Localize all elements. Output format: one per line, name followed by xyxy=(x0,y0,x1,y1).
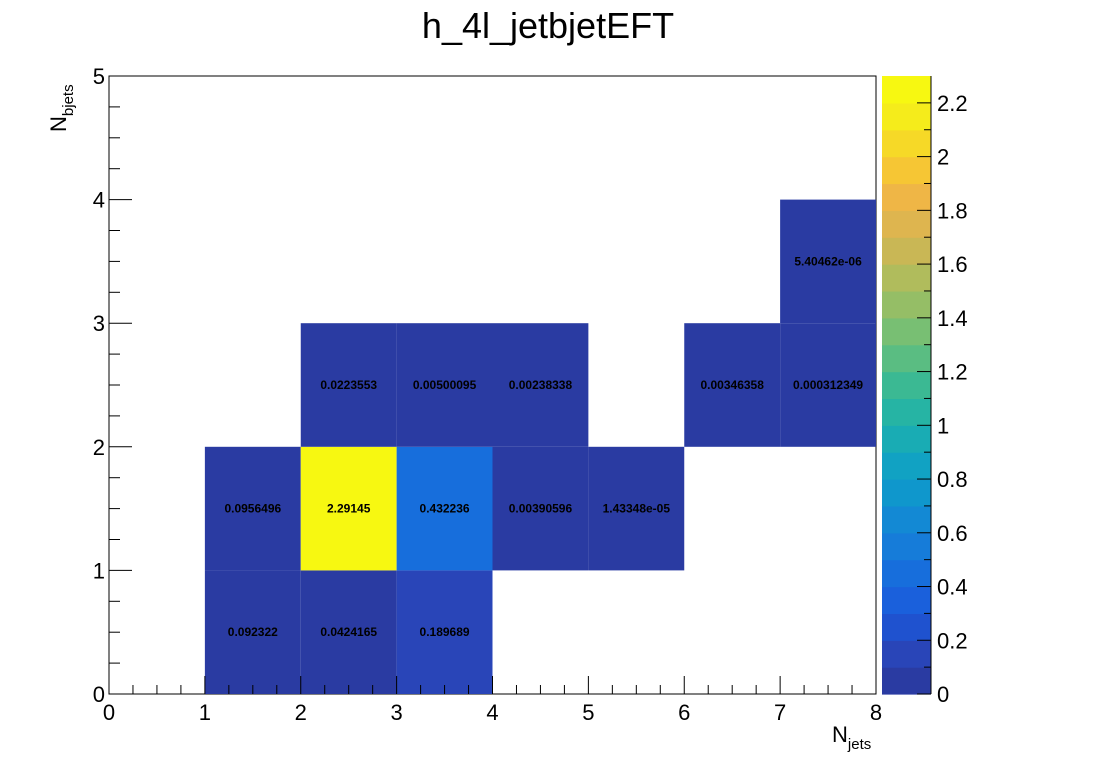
color-scale-tick-label: 1.4 xyxy=(937,306,968,331)
y-tick-label: 0 xyxy=(93,682,105,707)
color-scale-band xyxy=(882,613,931,641)
heatmap-cell xyxy=(684,323,781,447)
x-tick-label: 8 xyxy=(870,700,882,725)
x-tick-label: 7 xyxy=(774,700,786,725)
x-tick-label: 4 xyxy=(486,700,498,725)
color-scale-band xyxy=(882,452,931,480)
heatmap-cell xyxy=(780,323,876,447)
heatmap-cell xyxy=(492,323,589,447)
color-scale-band xyxy=(882,210,931,238)
x-axis-label: Njets xyxy=(832,722,871,753)
color-scale-band xyxy=(882,156,931,185)
cell-value-label: 0.0223553 xyxy=(320,378,377,392)
color-scale-band xyxy=(882,76,931,104)
color-scale-tick-label: 0.8 xyxy=(937,467,968,492)
heatmap-cell xyxy=(396,570,493,694)
color-scale-tick-label: 0 xyxy=(937,682,949,707)
heatmap-cell xyxy=(300,570,397,694)
color-scale-band xyxy=(882,264,931,292)
color-scale-band xyxy=(882,532,931,561)
heatmap-cell xyxy=(204,446,301,571)
color-scale-tick-label: 1.6 xyxy=(937,252,968,277)
x-tick-label: 2 xyxy=(295,700,307,725)
color-scale-tick-label: 0.4 xyxy=(937,575,968,600)
color-scale-tick-label: 0.6 xyxy=(937,521,968,546)
cell-value-label: 0.189689 xyxy=(420,625,470,639)
color-scale-tick-label: 1.8 xyxy=(937,198,968,223)
x-tick-label: 1 xyxy=(199,700,211,725)
color-scale-tick-label: 1 xyxy=(937,413,949,438)
cell-value-label: 1.43348e-05 xyxy=(603,502,671,516)
cell-value-label: 0.00346358 xyxy=(700,378,764,392)
color-scale-band xyxy=(882,183,931,211)
heatmap-cell xyxy=(300,323,397,447)
color-scale-band xyxy=(882,398,931,426)
heatmap-cell xyxy=(396,323,493,447)
y-tick-label: 5 xyxy=(93,64,105,89)
color-scale-tick-label: 2 xyxy=(937,145,949,170)
color-scale-band xyxy=(882,237,931,265)
color-scale-band xyxy=(882,102,931,131)
heatmap-cell-labels: 0.092322 0.0424165 0.189689 0.0956496 2.2914… xyxy=(224,254,863,639)
cell-value-label: 0.0956496 xyxy=(224,502,281,516)
heatmap-cell xyxy=(492,446,589,571)
color-scale-tick-label: 2.2 xyxy=(937,91,968,116)
cell-value-label: 0.00500095 xyxy=(413,378,477,392)
cell-value-label: 0.00390596 xyxy=(509,502,573,516)
color-scale-band xyxy=(882,371,931,400)
cell-value-label: 5.40462e-06 xyxy=(794,254,862,268)
color-scale-tick-label: 1.2 xyxy=(937,360,968,385)
x-tick-label: 0 xyxy=(103,700,115,725)
y-tick-label: 1 xyxy=(93,558,105,583)
heatmap-cell xyxy=(780,199,876,324)
color-scale-band xyxy=(882,129,931,158)
y-tick-label: 3 xyxy=(93,311,105,336)
cell-value-label: 0.00238338 xyxy=(509,378,573,392)
heatmap-cells xyxy=(204,199,876,694)
cell-value-label: 0.092322 xyxy=(228,625,278,639)
color-scale-band xyxy=(882,317,931,346)
color-scale-band xyxy=(882,559,931,588)
heatmap-cell xyxy=(300,446,397,571)
y-axis-label: Nbjets xyxy=(46,84,77,132)
axes: 0 1 2 3 4 5 6 7 8 0 1 2 3 4 5 xyxy=(93,64,882,725)
color-scale-band xyxy=(882,586,931,614)
y-tick-label: 4 xyxy=(93,188,105,213)
color-scale-band xyxy=(882,290,931,319)
x-tick-label: 5 xyxy=(582,700,594,725)
heatmap-cell xyxy=(204,570,301,694)
x-tick-label: 3 xyxy=(391,700,403,725)
color-scale-band xyxy=(882,479,931,507)
chart-title: h_4l_jetbjetEFT xyxy=(422,5,674,46)
color-scale: 0 0.2 0.4 0.6 0.8 1 1.2 1.4 1.6 1.8 2 2.2 xyxy=(882,76,968,707)
color-scale-band xyxy=(882,505,931,534)
color-scale-tick-label: 0.2 xyxy=(937,628,968,653)
cell-value-label: 0.0424165 xyxy=(320,625,377,639)
heatmap-cell xyxy=(396,446,493,571)
cell-value-label: 2.29145 xyxy=(327,502,371,516)
y-tick-label: 2 xyxy=(93,435,105,460)
cell-value-label: 0.000312349 xyxy=(793,378,863,392)
color-scale-band xyxy=(882,425,931,453)
color-scale-band xyxy=(882,640,931,668)
color-scale-band xyxy=(882,667,931,695)
cell-value-label: 0.432236 xyxy=(420,502,470,516)
heatmap-cell xyxy=(588,446,685,571)
x-tick-label: 6 xyxy=(678,700,690,725)
color-scale-band xyxy=(882,344,931,373)
